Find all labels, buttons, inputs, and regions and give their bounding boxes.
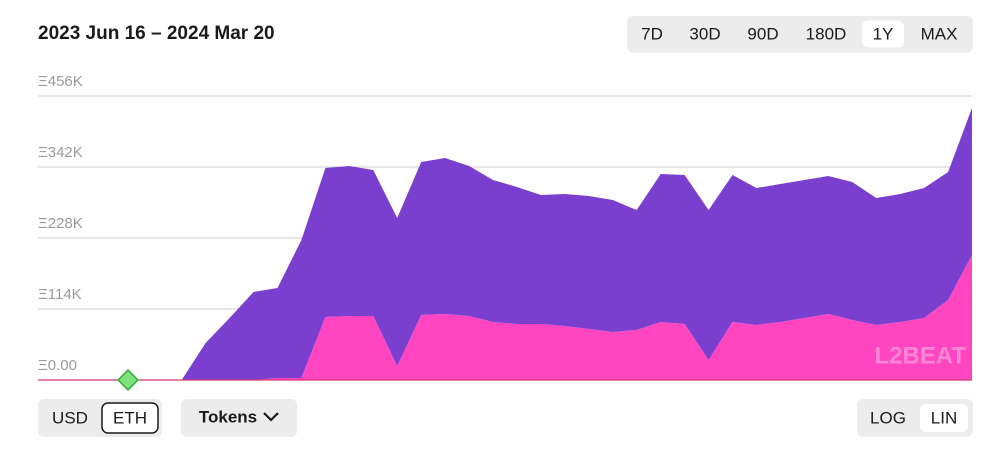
selected-button xyxy=(920,404,968,432)
selected-button xyxy=(862,20,904,48)
toggle-button[interactable]: LOG xyxy=(870,408,906,427)
area xyxy=(38,108,972,380)
toggle-button[interactable]: LIN xyxy=(931,408,957,427)
toggle-button[interactable]: 180D xyxy=(806,24,847,43)
tokens-label: Tokens xyxy=(199,407,257,426)
area xyxy=(38,255,972,380)
toggle-button[interactable]: ETH xyxy=(113,408,147,427)
toggle-button[interactable]: MAX xyxy=(921,24,958,43)
y-tick-label: Ξ0.00 xyxy=(38,357,77,374)
y-tick-label: Ξ114K xyxy=(38,286,82,303)
toggle-button[interactable]: 90D xyxy=(747,24,778,43)
toggle-button[interactable]: 7D xyxy=(641,24,663,43)
y-tick-label: Ξ456K xyxy=(38,73,83,90)
toggle-button[interactable]: USD xyxy=(52,408,88,427)
chevron-icon xyxy=(263,412,279,422)
chart-title: 2023 Jun 16 – 2024 Mar 20 xyxy=(38,23,275,44)
y-tick-label: Ξ342K xyxy=(38,144,83,161)
marker-diamond xyxy=(117,369,139,391)
tokens-button[interactable] xyxy=(181,399,297,437)
toggle-button[interactable]: 1Y xyxy=(873,24,894,43)
watermark: L2BEAT xyxy=(874,342,966,369)
toggle-button[interactable]: 30D xyxy=(689,24,720,43)
selected-button xyxy=(101,402,159,434)
y-tick-label: Ξ228K xyxy=(38,215,83,232)
